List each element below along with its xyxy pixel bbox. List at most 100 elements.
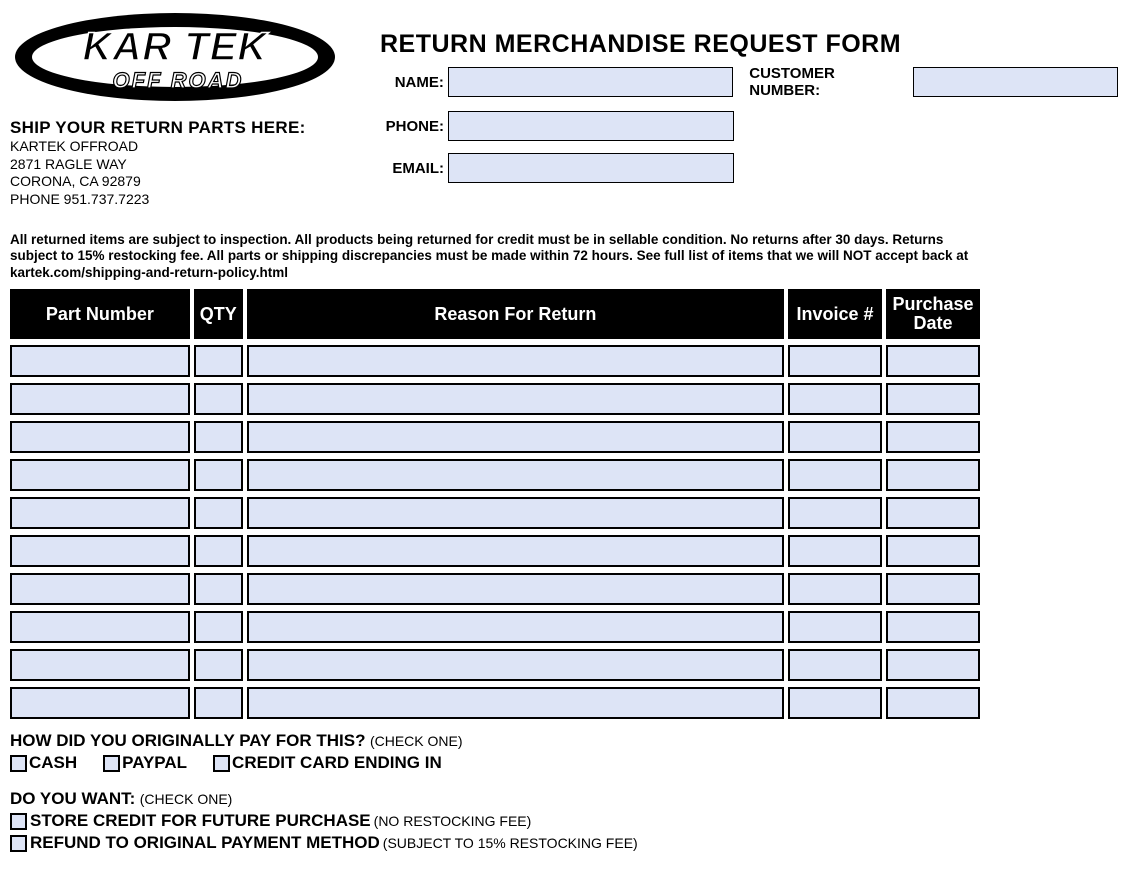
cell-qty[interactable] xyxy=(194,497,243,529)
cell-date[interactable] xyxy=(886,421,980,453)
cell-date[interactable] xyxy=(886,459,980,491)
cell-part[interactable] xyxy=(10,573,190,605)
ship-line-3: PHONE 951.737.7223 xyxy=(10,191,350,209)
cell-part[interactable] xyxy=(10,687,190,719)
cell-date[interactable] xyxy=(886,573,980,605)
form-title: RETURN MERCHANDISE REQUEST FORM xyxy=(380,30,1118,59)
svg-text:OFF ROAD: OFF ROAD xyxy=(113,68,244,93)
cell-invoice[interactable] xyxy=(788,383,882,415)
option-label: STORE CREDIT FOR FUTURE PURCHASE xyxy=(30,811,371,831)
cell-part[interactable] xyxy=(10,459,190,491)
cell-reason[interactable] xyxy=(247,497,784,529)
input-name[interactable] xyxy=(448,67,733,97)
cell-invoice[interactable] xyxy=(788,573,882,605)
checkbox[interactable] xyxy=(10,813,27,830)
th-part-number: Part Number xyxy=(10,289,190,339)
input-phone[interactable] xyxy=(448,111,734,141)
label-customer-number: CUSTOMER NUMBER: xyxy=(749,65,909,99)
cell-invoice[interactable] xyxy=(788,535,882,567)
cell-qty[interactable] xyxy=(194,383,243,415)
cell-reason[interactable] xyxy=(247,459,784,491)
logo-and-address: KAR TEK OFF ROAD SHIP YOUR RETURN PARTS … xyxy=(10,10,350,208)
th-reason: Reason For Return xyxy=(247,289,784,339)
cell-reason[interactable] xyxy=(247,535,784,567)
option-label: REFUND TO ORIGINAL PAYMENT METHOD xyxy=(30,833,380,853)
checkbox[interactable] xyxy=(213,755,230,772)
table-row xyxy=(10,345,980,377)
cell-part[interactable] xyxy=(10,345,190,377)
ship-line-2: CORONA, CA 92879 xyxy=(10,173,350,191)
cell-part[interactable] xyxy=(10,535,190,567)
option-label: CREDIT CARD ENDING IN xyxy=(232,753,442,773)
payment-question: HOW DID YOU ORIGINALLY PAY FOR THIS? xyxy=(10,731,365,750)
table-row xyxy=(10,497,980,529)
want-option: STORE CREDIT FOR FUTURE PURCHASE (NO RES… xyxy=(10,811,1118,831)
option-label: CASH xyxy=(29,753,77,773)
cell-qty[interactable] xyxy=(194,421,243,453)
cell-part[interactable] xyxy=(10,383,190,415)
cell-qty[interactable] xyxy=(194,345,243,377)
th-invoice: Invoice # xyxy=(788,289,882,339)
cell-reason[interactable] xyxy=(247,687,784,719)
policy-text: All returned items are subject to inspec… xyxy=(10,232,990,281)
checkbox[interactable] xyxy=(103,755,120,772)
label-phone: PHONE: xyxy=(380,118,444,135)
cell-reason[interactable] xyxy=(247,383,784,415)
cell-date[interactable] xyxy=(886,345,980,377)
cell-part[interactable] xyxy=(10,421,190,453)
table-row xyxy=(10,611,980,643)
cell-qty[interactable] xyxy=(194,687,243,719)
ship-line-1: 2871 RAGLE WAY xyxy=(10,156,350,174)
cell-invoice[interactable] xyxy=(788,497,882,529)
table-row xyxy=(10,573,980,605)
cell-part[interactable] xyxy=(10,611,190,643)
checkbox[interactable] xyxy=(10,755,27,772)
cell-date[interactable] xyxy=(886,649,980,681)
cell-part[interactable] xyxy=(10,497,190,529)
cell-invoice[interactable] xyxy=(788,649,882,681)
cell-reason[interactable] xyxy=(247,611,784,643)
cell-part[interactable] xyxy=(10,649,190,681)
cell-reason[interactable] xyxy=(247,573,784,605)
option-sublabel: (SUBJECT TO 15% RESTOCKING FEE) xyxy=(383,835,638,851)
table-row xyxy=(10,383,980,415)
cell-qty[interactable] xyxy=(194,535,243,567)
want-option: REFUND TO ORIGINAL PAYMENT METHOD (SUBJE… xyxy=(10,833,1118,853)
ship-line-0: KARTEK OFFROAD xyxy=(10,138,350,156)
option-sublabel: (NO RESTOCKING FEE) xyxy=(374,813,532,829)
cell-qty[interactable] xyxy=(194,573,243,605)
cell-qty[interactable] xyxy=(194,459,243,491)
label-email: EMAIL: xyxy=(380,160,444,177)
cell-date[interactable] xyxy=(886,535,980,567)
want-question-block: DO YOU WANT: (CHECK ONE) STORE CREDIT FO… xyxy=(10,789,1118,853)
input-customer-number[interactable] xyxy=(913,67,1118,97)
payment-option: PAYPAL xyxy=(103,753,187,773)
cell-date[interactable] xyxy=(886,497,980,529)
cell-date[interactable] xyxy=(886,611,980,643)
payment-question-block: HOW DID YOU ORIGINALLY PAY FOR THIS? (CH… xyxy=(10,731,1118,773)
cell-qty[interactable] xyxy=(194,611,243,643)
table-row xyxy=(10,459,980,491)
ship-header: SHIP YOUR RETURN PARTS HERE: xyxy=(10,118,350,138)
table-row xyxy=(10,687,980,719)
label-name: NAME: xyxy=(380,74,444,91)
cell-invoice[interactable] xyxy=(788,421,882,453)
cell-invoice[interactable] xyxy=(788,345,882,377)
cell-date[interactable] xyxy=(886,687,980,719)
input-email[interactable] xyxy=(448,153,734,183)
table-row xyxy=(10,535,980,567)
cell-date[interactable] xyxy=(886,383,980,415)
cell-invoice[interactable] xyxy=(788,687,882,719)
checkbox[interactable] xyxy=(10,835,27,852)
cell-invoice[interactable] xyxy=(788,611,882,643)
option-label: PAYPAL xyxy=(122,753,187,773)
cell-qty[interactable] xyxy=(194,649,243,681)
th-purchase-date: Purchase Date xyxy=(886,289,980,339)
cell-reason[interactable] xyxy=(247,649,784,681)
cell-reason[interactable] xyxy=(247,345,784,377)
payment-option: CASH xyxy=(10,753,77,773)
cell-reason[interactable] xyxy=(247,421,784,453)
cell-invoice[interactable] xyxy=(788,459,882,491)
want-question-note: (CHECK ONE) xyxy=(140,791,233,807)
table-row xyxy=(10,649,980,681)
